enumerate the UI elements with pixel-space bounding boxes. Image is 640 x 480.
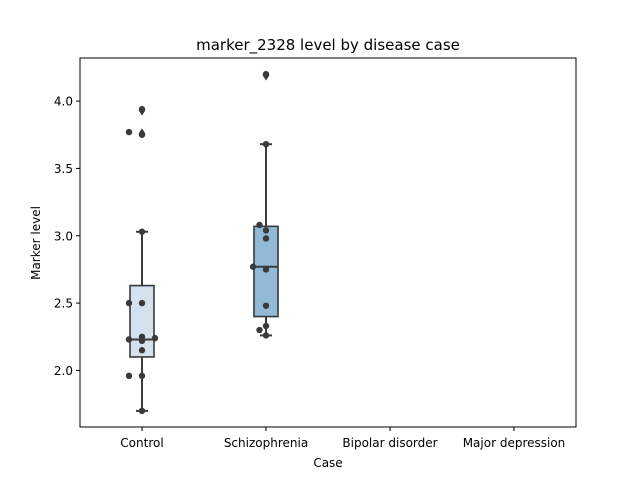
data-point (262, 332, 270, 339)
y-tick-label: 3.0 (54, 229, 73, 243)
data-point (262, 70, 270, 78)
data-point (262, 302, 270, 309)
data-point (138, 131, 146, 138)
y-tick-label: 2.5 (54, 297, 73, 311)
data-point (138, 299, 146, 307)
data-point (125, 128, 133, 136)
chart-title: marker_2328 level by disease case (196, 36, 460, 55)
data-point (249, 263, 257, 270)
y-tick-label: 2.0 (54, 364, 73, 378)
x-axis-label: Case (313, 456, 342, 470)
x-tick-label: Major depression (463, 436, 566, 450)
plot-frame (79, 57, 577, 428)
iqr-box (129, 284, 155, 358)
data-point (125, 336, 133, 343)
data-point (262, 227, 270, 234)
x-tick-label: Schizophrenia (224, 436, 308, 450)
data-point (262, 322, 270, 330)
data-point (262, 140, 270, 148)
y-tick-label: 4.0 (54, 95, 73, 109)
data-point (138, 105, 146, 113)
data-point (138, 333, 146, 340)
y-tick-label: 3.5 (54, 162, 73, 176)
data-point (138, 347, 146, 354)
data-point (151, 334, 159, 342)
x-tick-label: Bipolar disorder (342, 436, 437, 450)
data-point (138, 407, 146, 415)
x-tick-label: Control (120, 436, 163, 450)
y-axis-label: Marker level (29, 206, 43, 280)
data-point (256, 326, 263, 334)
data-point (138, 372, 146, 380)
data-point (125, 299, 133, 307)
data-point (262, 266, 270, 273)
data-point (262, 235, 270, 242)
data-point (138, 228, 146, 235)
data-point (125, 372, 133, 380)
data-point (256, 221, 263, 229)
plot-area (125, 70, 279, 415)
